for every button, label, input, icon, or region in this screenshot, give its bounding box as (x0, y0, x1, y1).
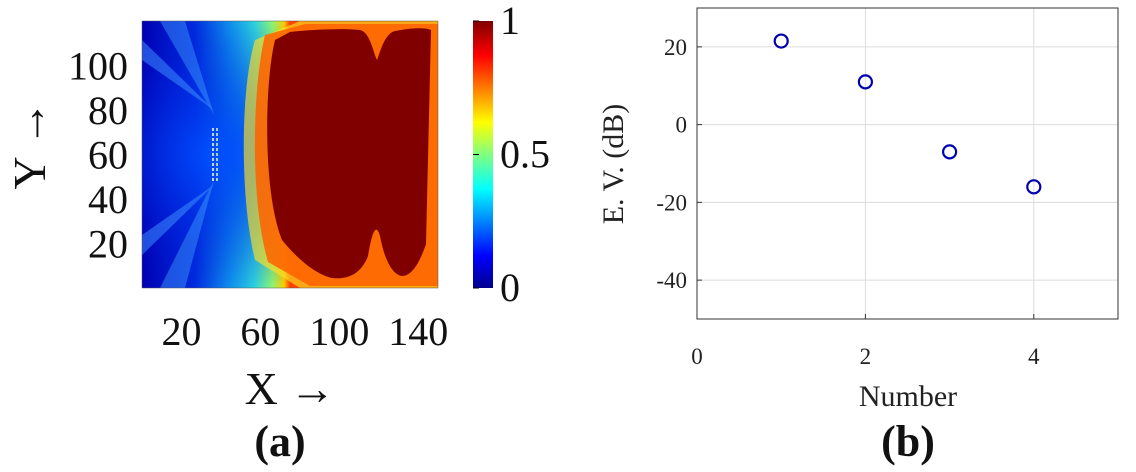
heatmap-x-ticks: 20 60 100 140 (161, 309, 448, 354)
heatmap-x-tick-label: 140 (388, 309, 448, 354)
heatmap-y-label: Y → (4, 100, 55, 189)
scatter-plot-area (697, 8, 1118, 319)
scatter-x-tick-label: 4 (1028, 344, 1040, 369)
colorbar-tick-label: 0.5 (500, 132, 550, 177)
heatmap-y-tick-label: 40 (88, 177, 128, 222)
panel-b-label: (b) (881, 417, 935, 466)
panel-a-label: (a) (254, 417, 305, 466)
saturated-region (267, 28, 431, 279)
heatmap-x-tick-label: 20 (161, 309, 201, 354)
heatmap-x-label: X → (245, 363, 336, 414)
heatmap-x-tick-label: 100 (309, 309, 369, 354)
colorbar-tick-label: 0 (500, 265, 520, 310)
scatter-x-tick-label: 2 (860, 344, 872, 369)
heatmap-y-tick-label: 80 (88, 88, 128, 133)
scatter-y-ticks: -40 -20 0 20 (656, 35, 702, 293)
scatter-x-label: Number (859, 380, 957, 413)
colorbar-ticks: 00.51 (473, 0, 550, 310)
scatter-frame (696, 7, 1119, 320)
heatmap-y-tick-label: 20 (88, 222, 128, 267)
scatter-y-label: E. V. (dB) (597, 104, 630, 225)
scatter-point (941, 144, 958, 160)
scatter-point (1026, 179, 1042, 195)
scatter-y-tick-label: -20 (656, 190, 687, 215)
scatter-y-tick-label: -40 (656, 268, 687, 293)
scatter-y-tick-label: 0 (676, 113, 688, 138)
scatter-points (773, 33, 1042, 195)
heatmap-y-tick-label: 100 (68, 44, 128, 89)
heatmap-y-tick-label: 60 (88, 133, 128, 178)
scatter-x-ticks: 0 2 4 (691, 314, 1040, 369)
colorbar-tick-label: 1 (500, 0, 520, 43)
heatmap-image (142, 21, 438, 288)
scatter-point (857, 74, 874, 90)
scatter-panel: -40 -20 0 20 0 2 4 Number E. V. (dB) (b) (597, 7, 1119, 466)
heatmap-x-tick-label: 60 (240, 309, 280, 354)
scatter-y-tick-label: 20 (664, 35, 687, 60)
colorbar (473, 21, 493, 288)
scatter-x-tick-label: 0 (691, 344, 703, 369)
heatmap-frame (141, 20, 439, 289)
scatter-point (773, 33, 789, 49)
